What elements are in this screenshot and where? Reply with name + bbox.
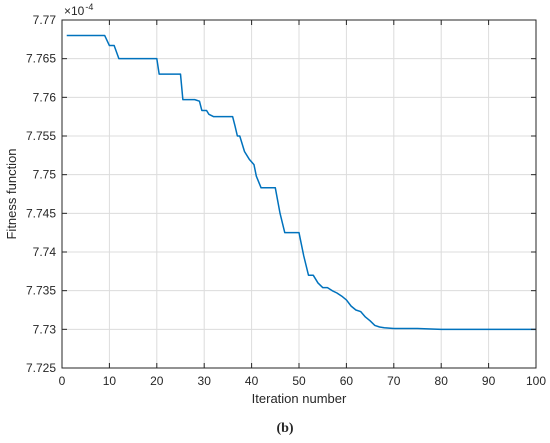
x-tick-label: 100 bbox=[526, 374, 546, 388]
fitness-series-line bbox=[66, 34, 536, 331]
x-tick-label: 90 bbox=[482, 374, 496, 388]
y-tick-label: 7.755 bbox=[26, 129, 56, 143]
x-tick-label: 60 bbox=[340, 374, 354, 388]
y-axis-label: Fitness function bbox=[4, 148, 19, 239]
x-tick-label: 80 bbox=[435, 374, 449, 388]
grid bbox=[61, 19, 537, 369]
y-tick-label: 7.745 bbox=[26, 206, 56, 220]
y-tick-label: 7.75 bbox=[33, 168, 57, 182]
x-tick-label: 20 bbox=[150, 374, 164, 388]
plot-series bbox=[66, 34, 536, 331]
y-tick-label: 7.77 bbox=[33, 13, 57, 27]
x-tick-label: 70 bbox=[387, 374, 401, 388]
y-tick-label: 7.765 bbox=[26, 52, 56, 66]
x-tick-label: 40 bbox=[245, 374, 259, 388]
y-tick-label: 7.725 bbox=[26, 361, 56, 375]
ticks: 0 10 20 30 40 50 60 70 80 90 100 7.725 7.73 7.735 7.74… bbox=[26, 13, 546, 388]
y-exponent-label: ×10 bbox=[64, 4, 85, 18]
y-exponent-power: -4 bbox=[85, 2, 93, 12]
y-tick-label: 7.73 bbox=[33, 322, 57, 336]
x-axis-label: Iteration number bbox=[252, 391, 347, 406]
x-tick-label: 50 bbox=[292, 374, 306, 388]
y-tick-label: 7.76 bbox=[33, 90, 57, 104]
y-tick-label: 7.74 bbox=[33, 245, 57, 259]
x-tick-label: 0 bbox=[59, 374, 66, 388]
y-tick-label: 7.735 bbox=[26, 284, 56, 298]
x-tick-label: 10 bbox=[103, 374, 117, 388]
figure-caption: (b) bbox=[276, 421, 293, 436]
x-tick-label: 30 bbox=[198, 374, 212, 388]
